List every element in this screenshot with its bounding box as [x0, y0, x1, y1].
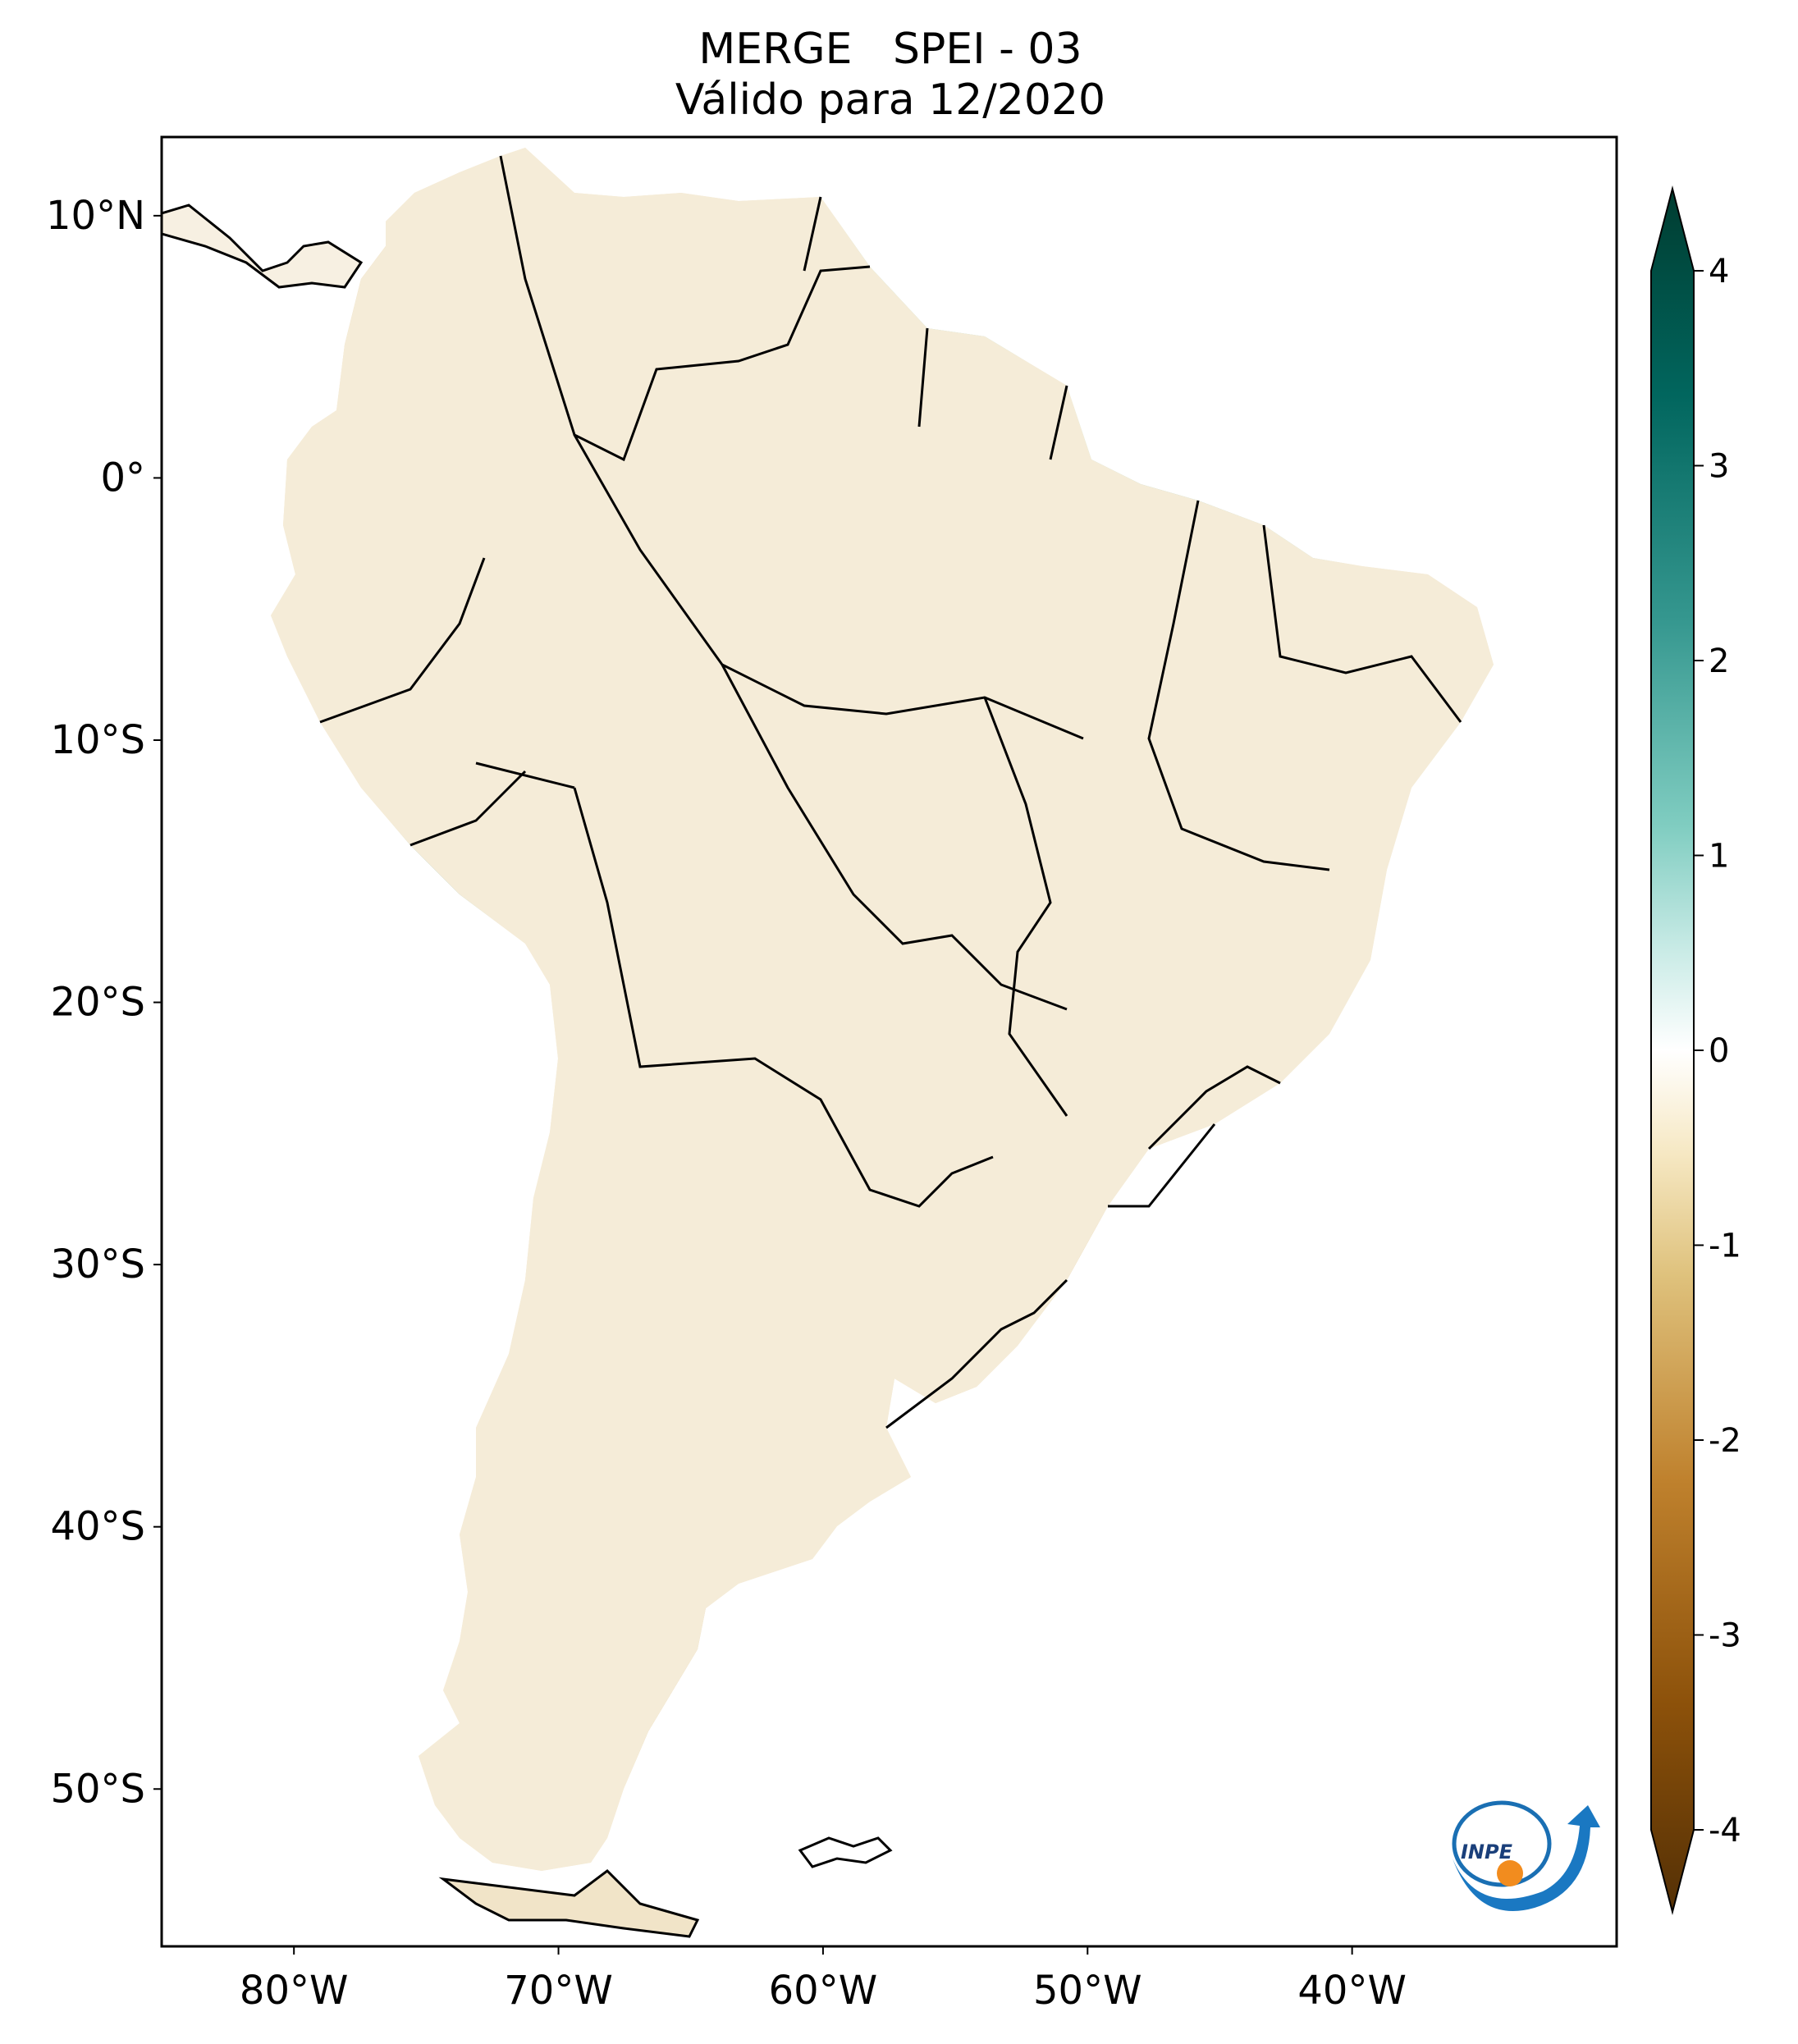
colorbar-tick-label: 4 — [1709, 253, 1729, 290]
lon-tick-label: 70°W — [504, 1968, 613, 2014]
colorbar-tick-label: 0 — [1709, 1032, 1729, 1070]
inpe-logo: INPE — [1452, 1800, 1600, 1911]
lat-tick-label: 20°S — [50, 980, 145, 1026]
central-america — [162, 203, 364, 289]
political-borders — [269, 146, 1495, 1873]
tierra-del-fuego — [438, 1869, 700, 1938]
colorbar-tick-label: -4 — [1709, 1812, 1741, 1850]
lat-tick-label: 10°N — [46, 193, 145, 239]
lon-tick-label: 80°W — [240, 1968, 349, 2014]
lon-tick-label: 40°W — [1297, 1968, 1407, 2014]
colorbar-bar — [1650, 185, 1695, 1915]
lon-tick-label: 60°W — [769, 1968, 878, 2014]
colorbar-tick-label: -2 — [1709, 1422, 1741, 1460]
logo-sun-icon — [1497, 1860, 1523, 1886]
colorbar-tick-label: -1 — [1709, 1228, 1741, 1265]
continent-layer — [162, 146, 1495, 1938]
lat-tick-label: 0° — [100, 455, 145, 501]
lat-tick-label: 10°S — [50, 717, 145, 763]
lat-tick-label: 50°S — [50, 1766, 145, 1812]
colorbar: 4 3 2 1 0 -1 -2 -3 -4 — [1650, 185, 1741, 1915]
lon-tick-label: 50°W — [1033, 1968, 1142, 2014]
logo-arrow-icon — [1453, 1805, 1600, 1911]
logo-text: INPE — [1461, 1841, 1513, 1863]
lat-tick-label: 30°S — [50, 1241, 145, 1287]
colorbar-ticks: 4 3 2 1 0 -1 -2 -3 -4 — [1694, 253, 1741, 1850]
colorbar-tick-label: 1 — [1709, 838, 1729, 876]
map-title-line1: MERGE SPEI - 03 — [698, 25, 1082, 74]
colorbar-tick-label: 3 — [1709, 448, 1729, 486]
map-title-line2: Válido para 12/2020 — [675, 75, 1106, 125]
longitude-axis: 80°W 70°W 60°W 50°W 40°W — [240, 1946, 1407, 2014]
colorbar-tick-label: 2 — [1709, 642, 1729, 680]
lat-tick-label: 40°S — [50, 1504, 145, 1550]
latitude-axis: 10°N 0° 10°S 20°S 30°S 40°S 50°S — [46, 193, 162, 1812]
falkland-islands — [798, 1836, 893, 1868]
colorbar-tick-label: -3 — [1709, 1617, 1741, 1655]
